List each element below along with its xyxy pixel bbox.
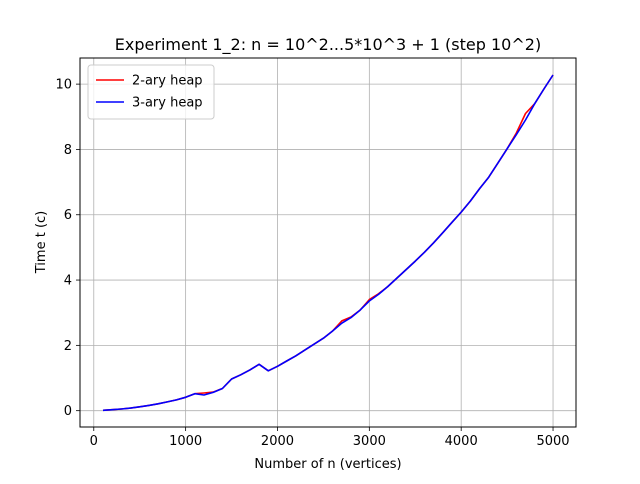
y-tick-label: 0 <box>64 404 72 419</box>
y-axis-label: Time t (c) <box>34 211 49 274</box>
x-tick-label: 1000 <box>169 434 202 449</box>
x-axis-label: Number of n (vertices) <box>254 457 401 472</box>
legend: 2-ary heap 3-ary heap <box>87 64 215 120</box>
x-tick-label: 4000 <box>445 434 478 449</box>
legend-box <box>87 64 215 120</box>
x-axis-ticks: 0 1000 2000 3000 4000 5000 <box>90 427 570 449</box>
chart-title: Experiment 1_2: n = 10^2...5*10^3 + 1 (s… <box>115 35 541 55</box>
y-tick-label: 8 <box>64 143 72 158</box>
y-tick-label: 6 <box>64 208 72 223</box>
legend-label: 3-ary heap <box>132 96 203 111</box>
x-tick-label: 2000 <box>261 434 294 449</box>
y-tick-label: 2 <box>64 339 72 354</box>
y-tick-label: 10 <box>55 78 72 93</box>
x-tick-label: 5000 <box>536 434 569 449</box>
y-tick-label: 4 <box>64 274 72 289</box>
x-tick-label: 3000 <box>353 434 386 449</box>
plot-frame <box>79 57 577 428</box>
y-axis-ticks: 0 2 4 6 8 10 <box>55 78 80 419</box>
x-tick-label: 0 <box>90 434 98 449</box>
series-line-3-ary-heap <box>102 74 554 412</box>
series-layer <box>102 74 554 412</box>
grid-lines <box>80 58 576 427</box>
legend-label: 2-ary heap <box>132 74 203 89</box>
